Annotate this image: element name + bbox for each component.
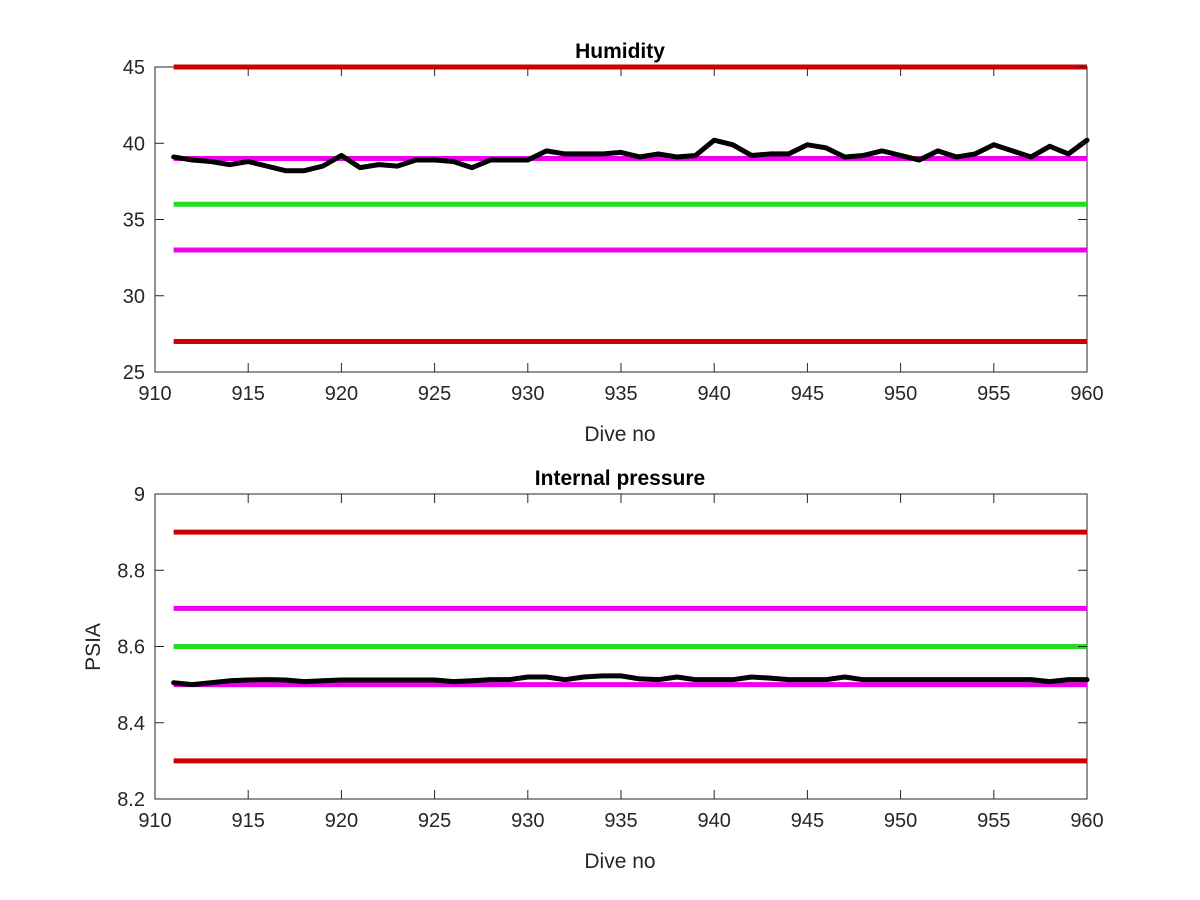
humidity-x-tick-label: 945 [791, 383, 824, 405]
humidity-y-tick-label: 30 [123, 286, 145, 308]
internal-pressure-y-tick-label: 8.4 [117, 713, 145, 735]
humidity-x-tick-label: 930 [511, 383, 544, 405]
humidity-y-tick-label: 40 [123, 133, 145, 155]
humidity-reference-lines [173, 64, 1087, 344]
internal-pressure-y-tick-label: 8.6 [117, 637, 145, 659]
humidity-x-tick-label: 935 [604, 383, 637, 405]
internal-pressure-chart-title: Internal pressure [535, 467, 705, 490]
humidity-x-tick-label: 925 [418, 383, 451, 405]
internal-pressure-data-series-line [171, 673, 1090, 688]
internal-pressure-y-tick-label: 8.8 [117, 560, 145, 582]
humidity-series-layer [171, 137, 1090, 174]
internal-pressure-x-tick-label: 915 [232, 810, 265, 832]
humidity-x-tick-label: 960 [1070, 383, 1103, 405]
humidity-x-tick-labels: 910 915 920 925 930 935 940 945 950 955 960 [138, 383, 1103, 405]
internal-pressure-x-tick-label: 945 [791, 810, 824, 832]
internal-pressure-y-axis-label: PSIA [82, 623, 105, 671]
humidity-x-tick-label: 955 [977, 383, 1010, 405]
internal-pressure-y-tick-label: 8.2 [117, 789, 145, 811]
internal-pressure-x-tick-label: 940 [698, 810, 731, 832]
humidity-x-tick-label: 940 [698, 383, 731, 405]
internal-pressure-reference-lines [173, 529, 1087, 764]
internal-pressure-series-layer [171, 673, 1090, 688]
humidity-y-tick-label: 45 [123, 57, 145, 79]
humidity-panel: Humidity 910 915 920 925 930 935 940 945 950 955 9… [123, 40, 1104, 446]
humidity-x-tick-label: 915 [232, 383, 265, 405]
internal-pressure-x-tick-label: 925 [418, 810, 451, 832]
internal-pressure-x-tick-label: 920 [325, 810, 358, 832]
internal-pressure-y-tick-label: 9 [134, 484, 145, 506]
internal-pressure-x-tick-label: 935 [604, 810, 637, 832]
humidity-x-tick-label: 950 [884, 383, 917, 405]
humidity-x-tick-label: 910 [138, 383, 171, 405]
internal-pressure-y-tick-labels: 8.2 8.4 8.6 8.8 9 [117, 484, 145, 811]
internal-pressure-x-tick-label: 910 [138, 810, 171, 832]
humidity-y-tick-label: 35 [123, 210, 145, 232]
humidity-y-tick-labels: 25 30 35 40 45 [123, 57, 145, 384]
humidity-x-axis-label: Dive no [584, 423, 655, 446]
humidity-tick-marks [154, 66, 1088, 373]
humidity-data-series-line [171, 137, 1090, 174]
internal-pressure-tick-marks [154, 493, 1088, 800]
humidity-chart-title: Humidity [575, 40, 665, 63]
internal-pressure-x-tick-label: 930 [511, 810, 544, 832]
humidity-y-tick-label: 25 [123, 362, 145, 384]
internal-pressure-panel: Internal pressure 910 915 920 925 930 935 940 9… [82, 467, 1104, 873]
internal-pressure-x-tick-label: 955 [977, 810, 1010, 832]
internal-pressure-x-tick-label: 950 [884, 810, 917, 832]
internal-pressure-x-tick-labels: 910 915 920 925 930 935 940 945 950 955 960 [138, 810, 1103, 832]
humidity-x-tick-label: 920 [325, 383, 358, 405]
internal-pressure-x-axis-label: Dive no [584, 850, 655, 873]
internal-pressure-x-tick-label: 960 [1070, 810, 1103, 832]
